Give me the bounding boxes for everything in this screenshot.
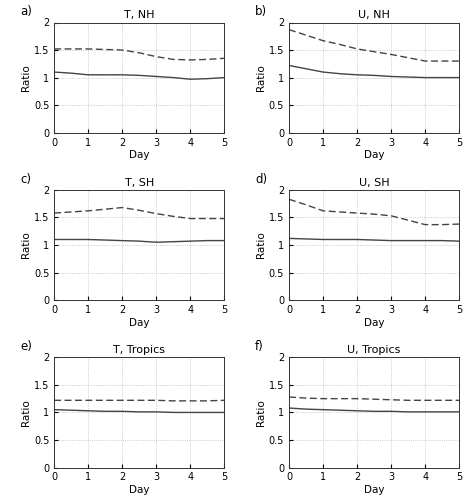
- Text: c): c): [20, 172, 31, 186]
- Title: U, SH: U, SH: [359, 178, 390, 188]
- Title: U, NH: U, NH: [358, 10, 390, 20]
- X-axis label: Day: Day: [364, 150, 384, 160]
- Title: T, NH: T, NH: [124, 10, 154, 20]
- Y-axis label: Ratio: Ratio: [256, 64, 266, 91]
- Y-axis label: Ratio: Ratio: [21, 232, 31, 258]
- Text: d): d): [255, 172, 267, 186]
- X-axis label: Day: Day: [129, 485, 149, 495]
- Y-axis label: Ratio: Ratio: [21, 64, 31, 91]
- X-axis label: Day: Day: [129, 150, 149, 160]
- Y-axis label: Ratio: Ratio: [256, 232, 266, 258]
- Text: b): b): [255, 5, 267, 18]
- Y-axis label: Ratio: Ratio: [21, 399, 31, 426]
- X-axis label: Day: Day: [364, 485, 384, 495]
- Y-axis label: Ratio: Ratio: [256, 399, 266, 426]
- X-axis label: Day: Day: [364, 318, 384, 328]
- Text: f): f): [255, 340, 264, 353]
- Title: T, SH: T, SH: [125, 178, 154, 188]
- Text: e): e): [20, 340, 32, 353]
- X-axis label: Day: Day: [129, 318, 149, 328]
- Text: a): a): [20, 5, 32, 18]
- Title: U, Tropics: U, Tropics: [348, 345, 401, 355]
- Title: T, Tropics: T, Tropics: [113, 345, 165, 355]
